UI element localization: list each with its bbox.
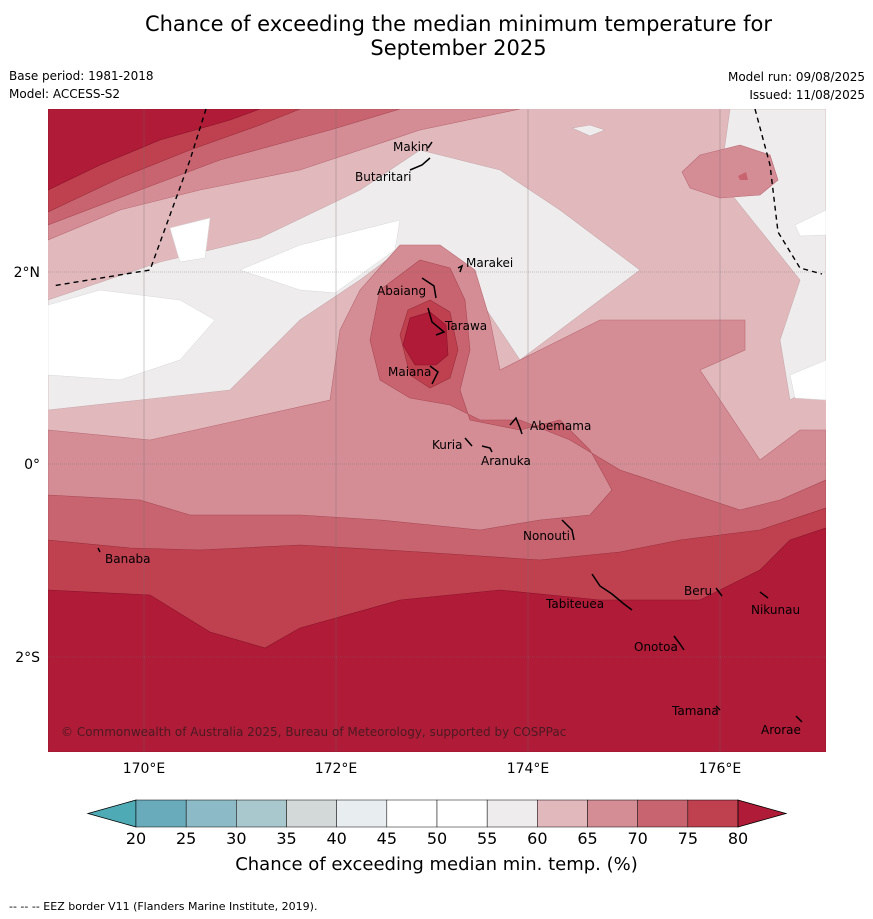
colorbar-tick-label: 40 <box>326 829 346 848</box>
lon-tick-174: 174°E <box>507 761 550 777</box>
colorbar: 20 25 30 35 40 45 50 55 60 65 70 75 80 <box>86 799 788 848</box>
place-nikunau: Nikunau <box>751 603 800 617</box>
lat-tick-0: 0° <box>24 457 40 473</box>
place-makin: Makin <box>393 140 429 154</box>
colorbar-tick-label: 60 <box>527 829 547 848</box>
place-abaiang: Abaiang <box>377 284 426 298</box>
colorbar-bin <box>486 799 538 828</box>
eez-border <box>51 108 823 287</box>
place-abemama: Abemama <box>530 419 591 433</box>
colorbar-tick-label: 75 <box>678 829 698 848</box>
colorbar-bin <box>336 799 388 828</box>
lat-tick-2s: 2°S <box>15 650 40 666</box>
colorbar-bin <box>135 799 187 828</box>
colorbar-tick-label: 20 <box>126 829 146 848</box>
colorbar-tick-label: 45 <box>377 829 397 848</box>
colorbar-tick-label: 70 <box>627 829 647 848</box>
forecast-map: Makin Butaritari Marakei Abaiang Tarawa … <box>14 108 826 848</box>
place-kuria: Kuria <box>432 438 463 452</box>
place-labels: Makin Butaritari Marakei Abaiang Tarawa … <box>105 140 801 737</box>
colorbar-tick-label: 35 <box>276 829 296 848</box>
copyright-notice: © Commonwealth of Australia 2025, Bureau… <box>61 725 566 739</box>
colorbar-over-arrow <box>737 799 788 828</box>
place-arorae: Arorae <box>761 723 801 737</box>
eez-footnote: -- -- -- EEZ border V11 (Flanders Marine… <box>9 900 318 913</box>
place-tabiteuea: Tabiteuea <box>545 597 604 611</box>
colorbar-bin <box>537 799 588 828</box>
lon-tick-176: 176°E <box>699 761 742 777</box>
base-period: Base period: 1981-2018 <box>9 69 154 83</box>
place-banaba: Banaba <box>105 552 151 566</box>
place-butaritari: Butaritari <box>355 170 412 184</box>
place-tamana: Tamana <box>671 704 719 718</box>
model-run: Model run: 09/08/2025 <box>727 70 865 84</box>
probability-contours <box>48 109 826 752</box>
colorbar-bin <box>637 799 689 828</box>
title-line-2: September 2025 <box>370 36 547 60</box>
colorbar-bin <box>436 799 488 828</box>
axis-labels: 170°E 172°E 174°E 176°E 2°N 0° 2°S <box>14 265 742 777</box>
model-name: Model: ACCESS-S2 <box>9 87 121 101</box>
colorbar-tick-label: 25 <box>176 829 196 848</box>
colorbar-tick-label: 65 <box>577 829 597 848</box>
islands <box>97 141 803 723</box>
place-maiana: Maiana <box>388 365 431 379</box>
colorbar-bin <box>687 799 739 828</box>
place-beru: Beru <box>684 584 712 598</box>
place-tarawa: Tarawa <box>444 319 487 333</box>
issued-date: Issued: 11/08/2025 <box>749 88 865 102</box>
place-nonouti: Nonouti <box>523 529 570 543</box>
lon-tick-172: 172°E <box>315 761 358 777</box>
map-title: Chance of exceeding the median minimum t… <box>0 12 873 60</box>
place-aranuka: Aranuka <box>481 454 531 468</box>
place-onotoa: Onotoa <box>634 640 678 654</box>
lat-tick-2n: 2°N <box>14 265 40 281</box>
colorbar-bin <box>236 799 287 828</box>
colorbar-bin <box>185 799 237 828</box>
colorbar-under-arrow <box>86 799 137 828</box>
colorbar-tick-label: 30 <box>226 829 246 848</box>
colorbar-label: Chance of exceeding median min. temp. (%… <box>235 854 638 875</box>
colorbar-tick-label: 55 <box>477 829 497 848</box>
title-line-1: Chance of exceeding the median minimum t… <box>144 12 773 36</box>
colorbar-bin <box>587 799 638 828</box>
colorbar-bin <box>286 799 337 828</box>
place-marakei: Marakei <box>466 256 513 270</box>
colorbar-tick-label: 80 <box>728 829 748 848</box>
colorbar-tick-label: 50 <box>427 829 447 848</box>
graticule <box>48 109 826 752</box>
colorbar-bin <box>386 799 438 828</box>
lon-tick-170: 170°E <box>123 761 166 777</box>
